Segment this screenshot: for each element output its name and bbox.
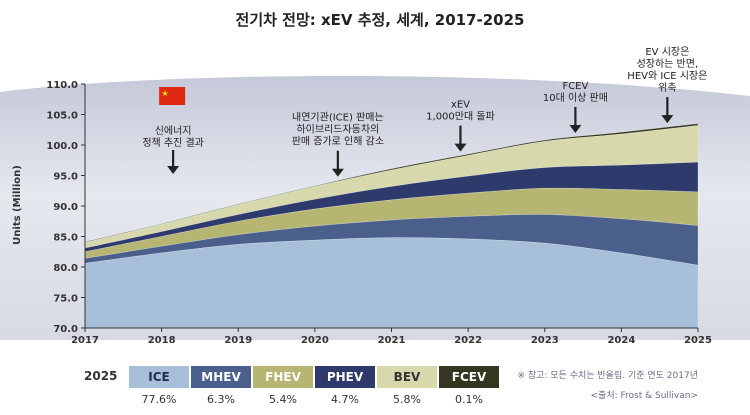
annotation-text: 내연기관(ICE) 판매는 <box>292 112 384 124</box>
x-tick-label: 2023 <box>531 335 559 346</box>
legend-item-ice: ICE <box>129 366 189 388</box>
y-tick-label: 85.0 <box>53 233 78 244</box>
annotation-text: FCEV <box>562 81 588 92</box>
x-tick-label: 2021 <box>378 335 406 346</box>
arrow-down-icon <box>331 168 344 177</box>
annotation-text: xEV <box>451 100 470 111</box>
area-ice <box>84 237 699 329</box>
y-axis-label: Units (Million) <box>12 165 23 245</box>
note-rounding: ※ 참고: 모든 수치는 반올림. 기준 연도 2017년 <box>517 371 698 381</box>
x-tick-label: 2019 <box>224 335 252 346</box>
x-tick-label: 2018 <box>148 335 176 346</box>
annotation-text: 하이브리드자동차의 <box>296 123 379 136</box>
legend-item-mhev: MHEV <box>191 366 251 388</box>
annotation-text: EV 시장은 <box>645 46 689 58</box>
annotation-text: 성장하는 반면, <box>637 57 699 70</box>
annotation-text: 신에너지 <box>155 125 192 137</box>
x-tick-label: 2020 <box>301 335 329 346</box>
annotation-text: HEV와 ICE 시장은 <box>627 70 707 82</box>
annotation-text: 판매 증가로 인해 감소 <box>292 135 384 148</box>
y-tick-label: 80.0 <box>53 263 78 274</box>
annotation-text: 10대 이상 판매 <box>543 92 608 104</box>
annotation-text: 정책 추진 결과 <box>142 137 204 149</box>
annotation-text: 위축 <box>658 81 676 94</box>
legend-pct-phev: 4.7% <box>331 393 359 406</box>
arrow-down-icon <box>569 124 582 133</box>
y-tick-label: 90.0 <box>53 202 78 213</box>
legend-pct-ice: 77.6% <box>141 393 177 406</box>
x-tick-label: 2024 <box>607 335 635 346</box>
legend-pct-fhev: 5.4% <box>269 393 297 406</box>
arrow-down-icon <box>661 115 674 124</box>
y-tick-label: 70.0 <box>53 324 78 335</box>
legend-pct-mhev: 6.3% <box>207 393 235 406</box>
x-tick-label: 2017 <box>71 335 99 346</box>
legend-item-fhev: FHEV <box>253 366 313 388</box>
note-source: <출처: Frost & Sullivan> <box>590 391 699 401</box>
y-tick-label: 95.0 <box>53 172 78 183</box>
x-tick-label: 2025 <box>684 335 712 346</box>
legend-item-fcev: FCEV <box>439 366 499 388</box>
china-flag-icon <box>159 87 186 105</box>
x-tick-label: 2022 <box>454 335 482 346</box>
y-tick-label: 105.0 <box>46 111 78 122</box>
legend-item-bev: BEV <box>377 366 437 388</box>
flag-star-icon: ★ <box>162 89 169 98</box>
legend-item-phev: PHEV <box>315 366 375 388</box>
y-tick-label: 75.0 <box>53 294 78 305</box>
legend-pct-fcev: 0.1% <box>455 393 483 406</box>
y-tick-label: 100.0 <box>46 141 78 152</box>
y-tick-label: 110.0 <box>46 80 78 91</box>
legend-pct-bev: 5.8% <box>393 393 421 406</box>
annotation-text: 1,000만대 돌파 <box>426 111 495 123</box>
legend-year: 2025 <box>84 369 118 383</box>
arrow-down-icon <box>454 143 467 152</box>
chart-title: 전기차 전망: xEV 추정, 세계, 2017-2025 <box>236 11 525 29</box>
arrow-down-icon <box>167 166 180 174</box>
